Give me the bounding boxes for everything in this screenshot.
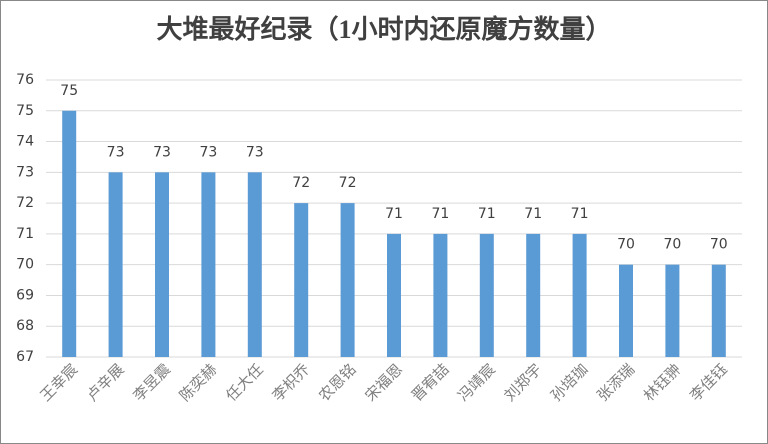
bar (294, 203, 309, 357)
y-tick-label: 70 (16, 257, 34, 273)
data-label: 72 (292, 175, 310, 191)
bar (572, 233, 587, 357)
data-label: 73 (246, 144, 264, 160)
bar (619, 264, 633, 357)
bar (711, 264, 726, 357)
y-tick-label: 75 (16, 103, 34, 119)
data-label: 71 (524, 206, 542, 222)
bar (108, 172, 123, 357)
data-label: 70 (710, 237, 728, 253)
data-label: 70 (617, 237, 635, 253)
bar (340, 203, 355, 357)
bar (155, 172, 169, 357)
y-tick-label: 68 (16, 318, 34, 334)
bar (247, 172, 262, 357)
data-label: 75 (60, 83, 78, 99)
bar (62, 110, 77, 358)
bar (479, 233, 494, 357)
bar (665, 264, 680, 357)
chart-title: 大堆最好纪录（1小时内还原魔方数量） (156, 14, 611, 44)
data-label: 73 (153, 144, 171, 160)
data-label: 72 (339, 175, 357, 191)
data-label: 71 (385, 206, 403, 222)
y-tick-label: 73 (16, 164, 34, 180)
data-label: 70 (663, 237, 681, 253)
bar (433, 233, 448, 357)
y-tick-label: 72 (16, 195, 34, 211)
data-label: 71 (431, 206, 449, 222)
bar (201, 172, 216, 357)
y-tick-label: 76 (16, 72, 34, 88)
y-tick-label: 71 (16, 226, 34, 242)
bar (526, 233, 541, 357)
y-tick-label: 74 (16, 134, 34, 150)
data-label: 71 (571, 206, 589, 222)
data-label: 73 (107, 144, 125, 160)
bar (387, 233, 401, 357)
y-tick-label: 67 (16, 349, 34, 365)
data-label: 71 (478, 206, 496, 222)
y-tick-label: 69 (16, 287, 34, 303)
data-label: 73 (199, 144, 217, 160)
